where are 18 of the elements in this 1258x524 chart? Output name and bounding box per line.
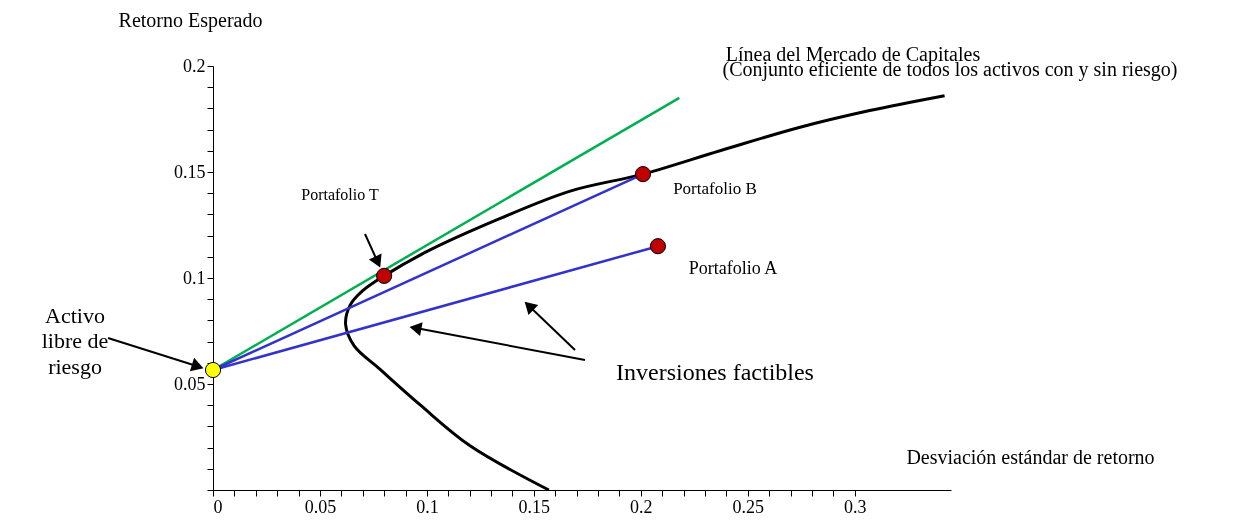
y-tick-label: 0.15 [174, 161, 206, 182]
x-tick-label: 0.05 [304, 496, 337, 517]
y-tick-label: 0.05 [174, 373, 206, 394]
annotation: Portafolio A [688, 258, 778, 279]
y-axis-title: Retorno Esperado [118, 8, 263, 32]
x-tick-label: 0.3 [843, 496, 867, 517]
x-tick-label: 0.1 [416, 496, 439, 517]
text: Activo libre de riesgo [41, 303, 109, 379]
x-axis-title: Desviación estándar de retorno [906, 445, 1155, 468]
x-tick-label: 0.15 [518, 496, 551, 517]
x-tick-label: 0.25 [732, 496, 765, 517]
annotation: Portafolio T [301, 186, 379, 203]
x-tick-label: 0.2 [630, 496, 653, 517]
annotation: Inversiones factibles [616, 359, 814, 385]
x-tick-label: 0 [213, 496, 223, 517]
y-tick-label: 0.1 [183, 267, 206, 288]
annotation: Portafolio B [673, 179, 757, 199]
y-tick-label: 0.2 [183, 55, 206, 76]
